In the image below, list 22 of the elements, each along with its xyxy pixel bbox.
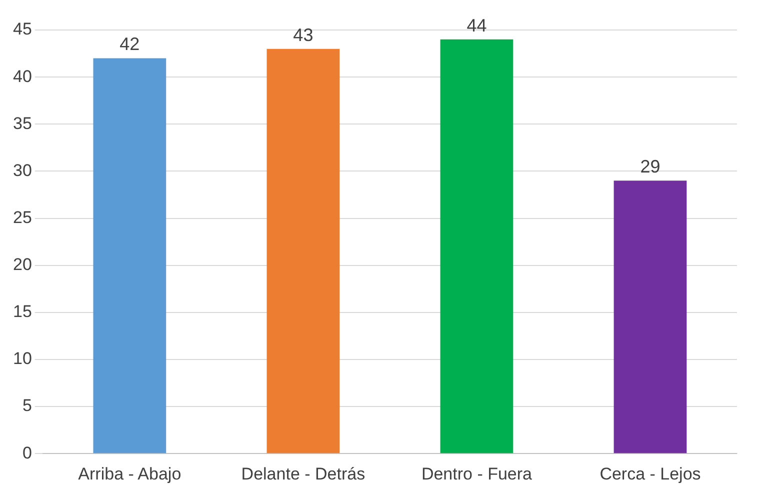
y-tick-label: 0 — [22, 443, 32, 462]
y-tick-label: 20 — [12, 255, 32, 274]
y-tick-label: 5 — [22, 396, 32, 416]
y-tick-label: 30 — [12, 160, 32, 180]
x-tick-label: Cerca - Lejos — [600, 464, 701, 484]
y-tick-label: 15 — [12, 302, 32, 322]
bar — [93, 58, 166, 454]
x-tick-label: Delante - Detrás — [241, 464, 366, 484]
y-tick-label: 25 — [12, 208, 32, 227]
y-tick-label: 35 — [12, 114, 32, 133]
y-tick-label: 40 — [12, 66, 32, 86]
x-tick-label: Dentro - Fuera — [421, 464, 533, 484]
bar — [614, 180, 687, 454]
data-label: 42 — [120, 34, 140, 54]
bar — [266, 48, 340, 454]
data-label: 43 — [293, 24, 314, 45]
data-label: 44 — [466, 15, 487, 36]
data-label: 29 — [640, 156, 660, 177]
bar — [440, 39, 514, 454]
y-tick-label: 45 — [12, 20, 32, 39]
x-tick-label: Arriba - Abajo — [78, 464, 182, 484]
y-tick-label: 10 — [12, 349, 32, 368]
